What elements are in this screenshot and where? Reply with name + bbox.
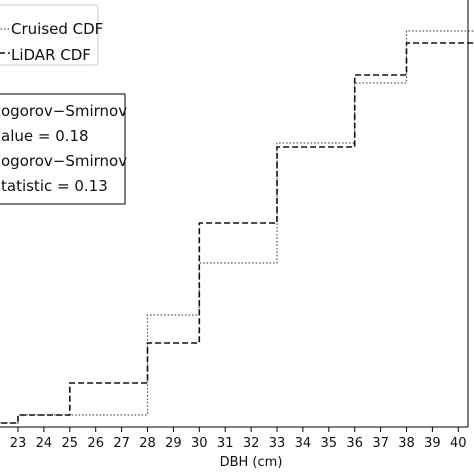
series-line-cruised: [0, 30, 474, 424]
x-tick-label: 27: [113, 436, 130, 451]
x-tick-label: 34: [295, 436, 312, 451]
x-axis-label: DBH (cm): [220, 455, 283, 470]
x-tick-label: 33: [269, 436, 286, 451]
x-tick-label: 39: [424, 436, 441, 451]
legend: Cruised CDF LiDAR CDF: [0, 4, 103, 66]
legend-entry-cruised: Cruised CDF: [11, 20, 103, 38]
x-tick-label: 32: [243, 436, 260, 451]
axes-layer: [0, 0, 469, 428]
annotation-line-4: tatistic = 0.13: [1, 177, 108, 195]
series-layer: [0, 30, 474, 424]
series-line-lidar: [0, 42, 474, 424]
annotation-line-1: ogorov−Smirnov: [1, 102, 127, 120]
x-tick-label: 25: [62, 436, 79, 451]
legend-box: [0, 4, 99, 66]
legend-entry-lidar: LiDAR CDF: [11, 46, 91, 64]
x-tick-label: 29: [165, 436, 182, 451]
x-tick-label: 36: [346, 436, 363, 451]
x-tick-label: 24: [36, 436, 53, 451]
x-tick-label: 35: [321, 436, 338, 451]
annotation-line-3: ogorov−Smirnov: [1, 152, 127, 170]
x-tick-label: 30: [191, 436, 208, 451]
ks-annotation-box: ogorov−Smirnov alue = 0.18 ogorov−Smirno…: [0, 93, 127, 205]
annotation-frame: [0, 93, 126, 205]
x-tick-label: 40: [450, 436, 467, 451]
x-ticks: 23 24 25 26 27 28 29 30 31 32 33 34 35 36 37 38 39 40: [10, 427, 467, 451]
x-tick-label: 28: [139, 436, 156, 451]
annotation-line-2: alue = 0.18: [1, 127, 89, 145]
x-tick-label: 26: [87, 436, 104, 451]
x-tick-label: 38: [398, 436, 415, 451]
x-tick-label: 23: [10, 436, 27, 451]
x-tick-label: 31: [217, 436, 234, 451]
x-tick-label: 37: [372, 436, 389, 451]
